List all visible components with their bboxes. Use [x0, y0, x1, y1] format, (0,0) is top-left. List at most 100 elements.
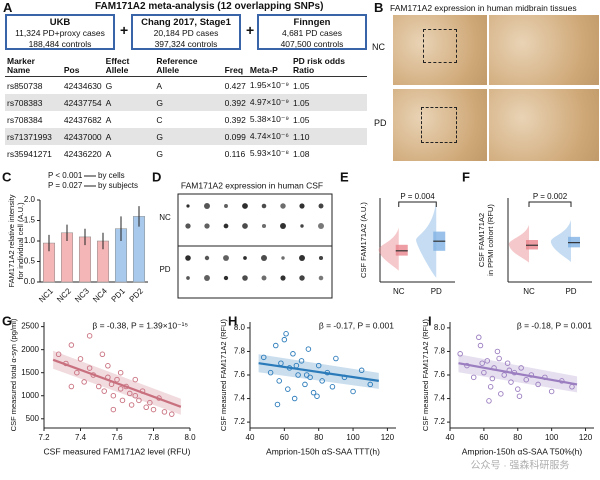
cohort-name: Chang 2017, Stage1: [141, 17, 231, 28]
blot-dot: [185, 255, 191, 261]
point: [298, 358, 305, 364]
y-tick-label: 7.2: [434, 417, 446, 426]
table-cell: rs708384: [7, 114, 43, 125]
point: [117, 386, 124, 392]
tissue-image: [392, 14, 488, 86]
bracket: [528, 201, 572, 207]
x-tick-label: 7.8: [148, 433, 160, 442]
y-tick-label: 7.2: [234, 417, 246, 426]
table-cell: G: [154, 128, 223, 145]
y-tick-label: 7.8: [434, 347, 446, 356]
point: [143, 404, 149, 411]
table-cell: 0.116: [224, 148, 246, 159]
point: [147, 399, 153, 406]
point: [498, 391, 504, 397]
cohort-box: UKB 11,324 PD+proxy cases 188,484 controls: [5, 14, 115, 50]
y-axis-label: in PPMI cohort (RFU): [486, 204, 495, 276]
watermark: 公众号 · 强森科研服务: [471, 459, 570, 472]
table-cell: 0.392: [224, 114, 246, 125]
point: [55, 351, 62, 358]
y-tick-label: 7.4: [434, 394, 446, 403]
blot-dot: [223, 255, 229, 261]
fit-line: [258, 362, 379, 382]
point: [504, 360, 511, 366]
table-header: Freq: [222, 56, 248, 77]
point: [476, 334, 482, 341]
plus: +: [246, 22, 255, 38]
x-tick-label: 60: [280, 433, 289, 442]
point: [487, 384, 494, 390]
table-cell: A: [105, 114, 112, 125]
table-cell: 1.05: [290, 94, 367, 111]
y-tick-label: 1500: [21, 368, 39, 377]
blot-dot: [261, 255, 267, 261]
table-cell: C: [156, 114, 163, 125]
point: [367, 381, 373, 388]
point: [168, 411, 175, 417]
point: [267, 369, 274, 376]
x-tick-label: NC: [393, 287, 405, 296]
x-axis-label: Amprion-150h αS-SAA TTT(h): [266, 446, 380, 456]
blot-dot: [261, 203, 267, 209]
x-tick-label: PD: [431, 287, 442, 296]
cohort-box: Chang 2017, Stage1 20,184 PD cases 397,324…: [131, 14, 241, 50]
table-cell: 1.05: [292, 114, 310, 125]
blot-dot: [185, 223, 191, 229]
bracket: [398, 201, 437, 207]
x-tick-label: 7.6: [111, 433, 123, 442]
blot-dot: [299, 255, 305, 261]
point: [457, 351, 463, 357]
blot-dot: [242, 275, 248, 281]
table-cell: G: [154, 94, 223, 111]
x-tick-label: PD: [565, 287, 576, 296]
annotation: P = 0.002: [533, 192, 568, 201]
table-cell: 0.099: [222, 128, 248, 145]
table-cell: 42436220: [63, 148, 102, 159]
point: [274, 401, 281, 408]
blot-dot: [318, 255, 324, 261]
x-axis-label: Amprion-150h αS-SAA T50%(h): [462, 446, 583, 456]
tissue-zoom: [488, 88, 600, 162]
point: [136, 397, 142, 404]
annotation: β = -0.17, P = 0.001: [319, 320, 394, 330]
panel-label: D: [152, 169, 161, 184]
y-tick-label: 2.0: [24, 195, 36, 204]
blot-dot: [223, 275, 229, 281]
panel-label: A: [3, 0, 13, 15]
point: [86, 333, 93, 339]
point: [281, 336, 288, 343]
blot-dot: [318, 203, 324, 209]
point: [273, 342, 279, 349]
y-tick-label: 7.4: [234, 394, 246, 403]
y-tick-label: 2500: [21, 322, 39, 331]
group-label: PD: [159, 265, 170, 274]
point: [127, 390, 133, 397]
point: [305, 346, 312, 352]
plus: +: [120, 22, 129, 38]
point: [329, 384, 336, 390]
tissue-image: [392, 88, 488, 162]
point: [128, 402, 135, 408]
x-tick-label: NC: [523, 287, 535, 296]
blot-dot: [261, 275, 267, 281]
cohort-line: 4,681 PD cases: [281, 28, 342, 38]
violin: [508, 224, 529, 263]
tissue-zoom: [488, 14, 600, 86]
blot-dot: [204, 223, 210, 229]
point: [260, 354, 267, 361]
y-tick-label: 0.5: [24, 257, 36, 266]
y-tick-label: 8.0: [234, 323, 246, 332]
x-tick-label: PD2: [128, 286, 146, 304]
panel-label: B: [374, 0, 384, 15]
table-cell: 1.10: [290, 128, 367, 145]
table-cell: G: [156, 148, 163, 159]
x-tick-label: PD1: [110, 286, 128, 304]
annotation: β = -0.18, P = 0.001: [517, 320, 592, 330]
group-label: NC: [372, 42, 385, 52]
x-tick-label: 40: [446, 433, 455, 442]
point: [515, 386, 521, 392]
table-cell: A: [103, 94, 155, 111]
table-cell: 1.08: [292, 148, 310, 159]
x-tick-label: 40: [246, 433, 255, 442]
